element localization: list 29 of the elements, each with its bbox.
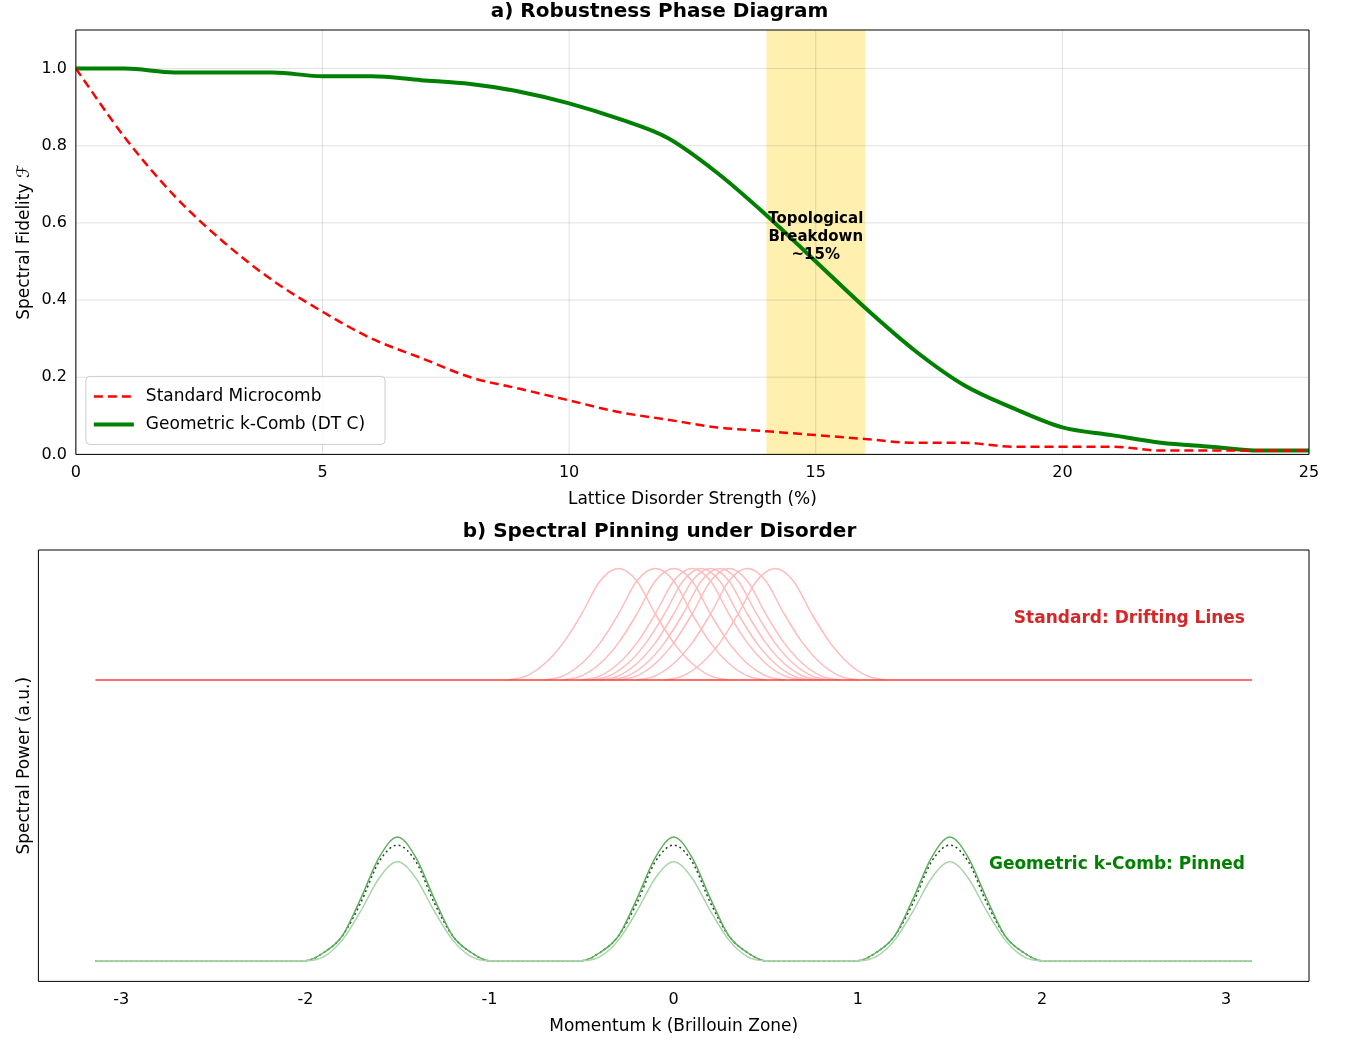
x-axis-title: Lattice Disorder Strength (%) (567, 488, 817, 509)
y-tick-label: 0.2 (41, 366, 67, 386)
annotation: Geometric k-Comb: Pinned (988, 853, 1245, 874)
x-axis-title: Momentum k (Brillouin Zone) (549, 1015, 799, 1036)
annotation: Standard: Drifting Lines (1013, 607, 1245, 628)
x-tick-label: 25 (1298, 462, 1320, 482)
y-axis-title: Spectral Fidelity ℱ (12, 164, 33, 320)
y-axis-title: Spectral Power (a.u.) (12, 676, 33, 855)
legend-label: Geometric k-Comb (DT C) (145, 412, 366, 433)
x-tick-label: 20 (1052, 462, 1073, 482)
y-tick-label: 0.0 (41, 443, 67, 463)
x-tick-label: 10 (558, 462, 580, 482)
x-tick-label: -3 (113, 989, 130, 1009)
chart-title: b) Spectral Pinning under Disorder (462, 518, 857, 543)
x-tick-label: 0 (668, 989, 679, 1009)
y-tick-label: 0.6 (41, 212, 67, 232)
y-tick-label: 0.4 (41, 289, 67, 309)
x-tick-label: 5 (317, 462, 328, 482)
x-tick-label: 15 (805, 462, 826, 482)
x-tick-label: 1 (852, 989, 863, 1009)
x-tick-label: -1 (481, 989, 498, 1009)
x-tick-label: 2 (1036, 989, 1048, 1009)
y-tick-label: 0.8 (41, 134, 67, 154)
x-tick-label: -2 (297, 989, 314, 1009)
x-tick-label: 3 (1221, 989, 1232, 1009)
chart-title: a) Robustness Phase Diagram (490, 0, 829, 23)
x-tick-label: 0 (70, 462, 81, 482)
y-tick-label: 1.0 (41, 57, 67, 77)
legend-label: Standard Microcomb (145, 384, 322, 405)
